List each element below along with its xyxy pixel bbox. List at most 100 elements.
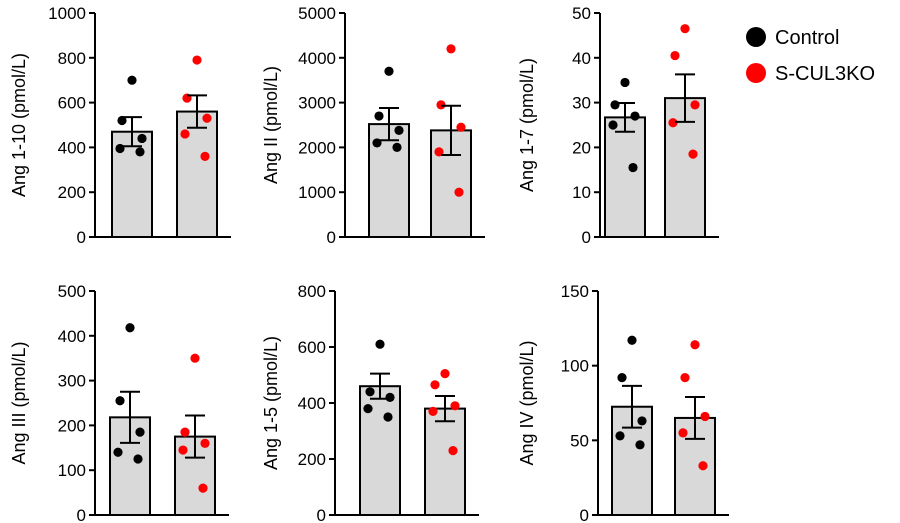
chart-panel-4: 0 100 200 300 400 500 Ang III (pmol/L) — [9, 282, 229, 523]
data-point-s-cul3ko — [446, 44, 456, 54]
y-tick-label: 400 — [58, 138, 86, 157]
y-tick-label: 1000 — [48, 4, 86, 23]
data-point-s-cul3ko — [456, 122, 466, 132]
data-point-s-cul3ko — [698, 461, 708, 471]
y-tick-label: 800 — [298, 282, 326, 301]
y-tick-label: 0 — [327, 228, 336, 247]
data-point-control — [117, 115, 127, 126]
data-point-s-cul3ko — [448, 446, 458, 456]
y-tick-label: 300 — [58, 372, 86, 391]
data-point-s-cul3ko — [190, 353, 200, 363]
chart-panel-6: 0 50 100 150 Ang IV (pmol/L) — [517, 282, 729, 523]
data-point-s-cul3ko — [178, 445, 188, 455]
y-axis-title: Ang 1-10 (pmol/L) — [9, 53, 29, 197]
data-point-s-cul3ko — [200, 438, 210, 448]
y-tick-label: 800 — [58, 49, 86, 68]
y-tick-label: 3000 — [298, 94, 336, 113]
data-point-control — [630, 111, 640, 121]
data-point-control — [610, 100, 620, 110]
y-tick-label: 200 — [298, 450, 326, 469]
y-axis-title: Ang 1-7 (pmol/L) — [517, 58, 537, 192]
data-point-s-cul3ko — [690, 340, 700, 350]
chart-panel-3: 0 10 20 30 40 50 Ang 1-7 (pmol/L) — [517, 4, 719, 247]
data-point-control — [637, 416, 647, 426]
data-point-control — [617, 373, 627, 383]
data-point-s-cul3ko — [198, 483, 208, 493]
y-tick-label: 0 — [77, 228, 86, 247]
data-point-control — [137, 133, 147, 144]
data-point-s-cul3ko — [200, 151, 210, 161]
data-point-control — [135, 427, 145, 437]
data-point-s-cul3ko — [428, 406, 438, 416]
data-point-s-cul3ko — [430, 380, 440, 390]
y-axis-title: Ang III (pmol/L) — [9, 341, 29, 464]
chart-panel-1: 0 200 400 600 800 1000 Ang 1-10 (pmol/L) — [9, 4, 231, 247]
y-tick-label: 4000 — [298, 49, 336, 68]
data-point-control — [385, 392, 395, 402]
data-point-control — [394, 125, 404, 135]
y-tick-label: 30 — [572, 94, 591, 113]
data-point-s-cul3ko — [192, 55, 202, 65]
data-point-control — [363, 404, 373, 414]
data-point-control — [374, 111, 384, 121]
data-point-s-cul3ko — [680, 24, 690, 34]
y-tick-label: 200 — [58, 416, 86, 435]
legend: Control S-CUL3KO — [746, 27, 875, 85]
data-point-control — [113, 447, 123, 457]
data-point-s-cul3ko — [680, 373, 690, 383]
data-point-s-cul3ko — [670, 50, 680, 61]
data-point-control — [383, 412, 393, 422]
data-point-control — [627, 335, 637, 345]
data-point-control — [608, 120, 618, 130]
data-point-control — [115, 396, 125, 406]
y-tick-label: 150 — [561, 282, 589, 301]
y-axis-title: Ang 1-5 (pmol/L) — [261, 336, 281, 470]
data-point-s-cul3ko — [700, 411, 710, 422]
y-tick-label: 10 — [572, 183, 591, 202]
data-point-s-cul3ko — [668, 118, 678, 128]
legend-marker-control — [746, 27, 766, 47]
data-point-control — [135, 147, 145, 157]
data-point-s-cul3ko — [690, 100, 700, 110]
y-tick-label: 0 — [582, 228, 591, 247]
legend-label-control: Control — [775, 27, 839, 49]
y-tick-label: 100 — [561, 357, 589, 376]
chart-panel-5: 0 200 400 600 800 Ang 1-5 (pmol/L) — [261, 282, 479, 523]
y-tick-label: 400 — [298, 394, 326, 413]
data-point-control — [365, 387, 375, 397]
y-tick-label: 600 — [298, 338, 326, 357]
y-tick-label: 0 — [580, 506, 589, 523]
y-tick-label: 5000 — [298, 4, 336, 23]
data-point-s-cul3ko — [688, 149, 698, 159]
data-point-control — [133, 454, 143, 464]
bar-s-cul3ko — [424, 407, 466, 517]
legend-marker-s-cul3ko — [746, 63, 766, 83]
data-point-control — [615, 431, 625, 441]
y-tick-label: 500 — [58, 282, 86, 301]
data-point-control — [635, 440, 645, 450]
data-point-control — [127, 75, 137, 85]
data-point-s-cul3ko — [180, 129, 190, 139]
bar-control — [604, 116, 646, 238]
data-point-s-cul3ko — [180, 427, 190, 437]
data-point-s-cul3ko — [454, 187, 464, 197]
y-tick-label: 2000 — [298, 138, 336, 157]
data-point-s-cul3ko — [450, 401, 460, 411]
data-point-control — [620, 77, 630, 88]
y-tick-label: 50 — [570, 431, 589, 450]
data-point-control — [125, 323, 135, 333]
y-tick-label: 1000 — [298, 183, 336, 202]
data-point-control — [384, 66, 394, 76]
y-tick-label: 200 — [58, 183, 86, 202]
y-tick-label: 40 — [572, 49, 591, 68]
y-tick-label: 100 — [58, 461, 86, 480]
data-point-control — [392, 142, 402, 152]
chart-panel-2: 0 1000 2000 3000 4000 5000 Ang II (pmol/L) — [261, 4, 485, 247]
y-tick-label: 50 — [572, 4, 591, 23]
y-axis-title: Ang IV (pmol/L) — [517, 340, 537, 465]
y-tick-label: 20 — [572, 138, 591, 157]
legend-item-s-cul3ko: S-CUL3KO — [746, 63, 875, 85]
data-point-s-cul3ko — [678, 428, 688, 438]
